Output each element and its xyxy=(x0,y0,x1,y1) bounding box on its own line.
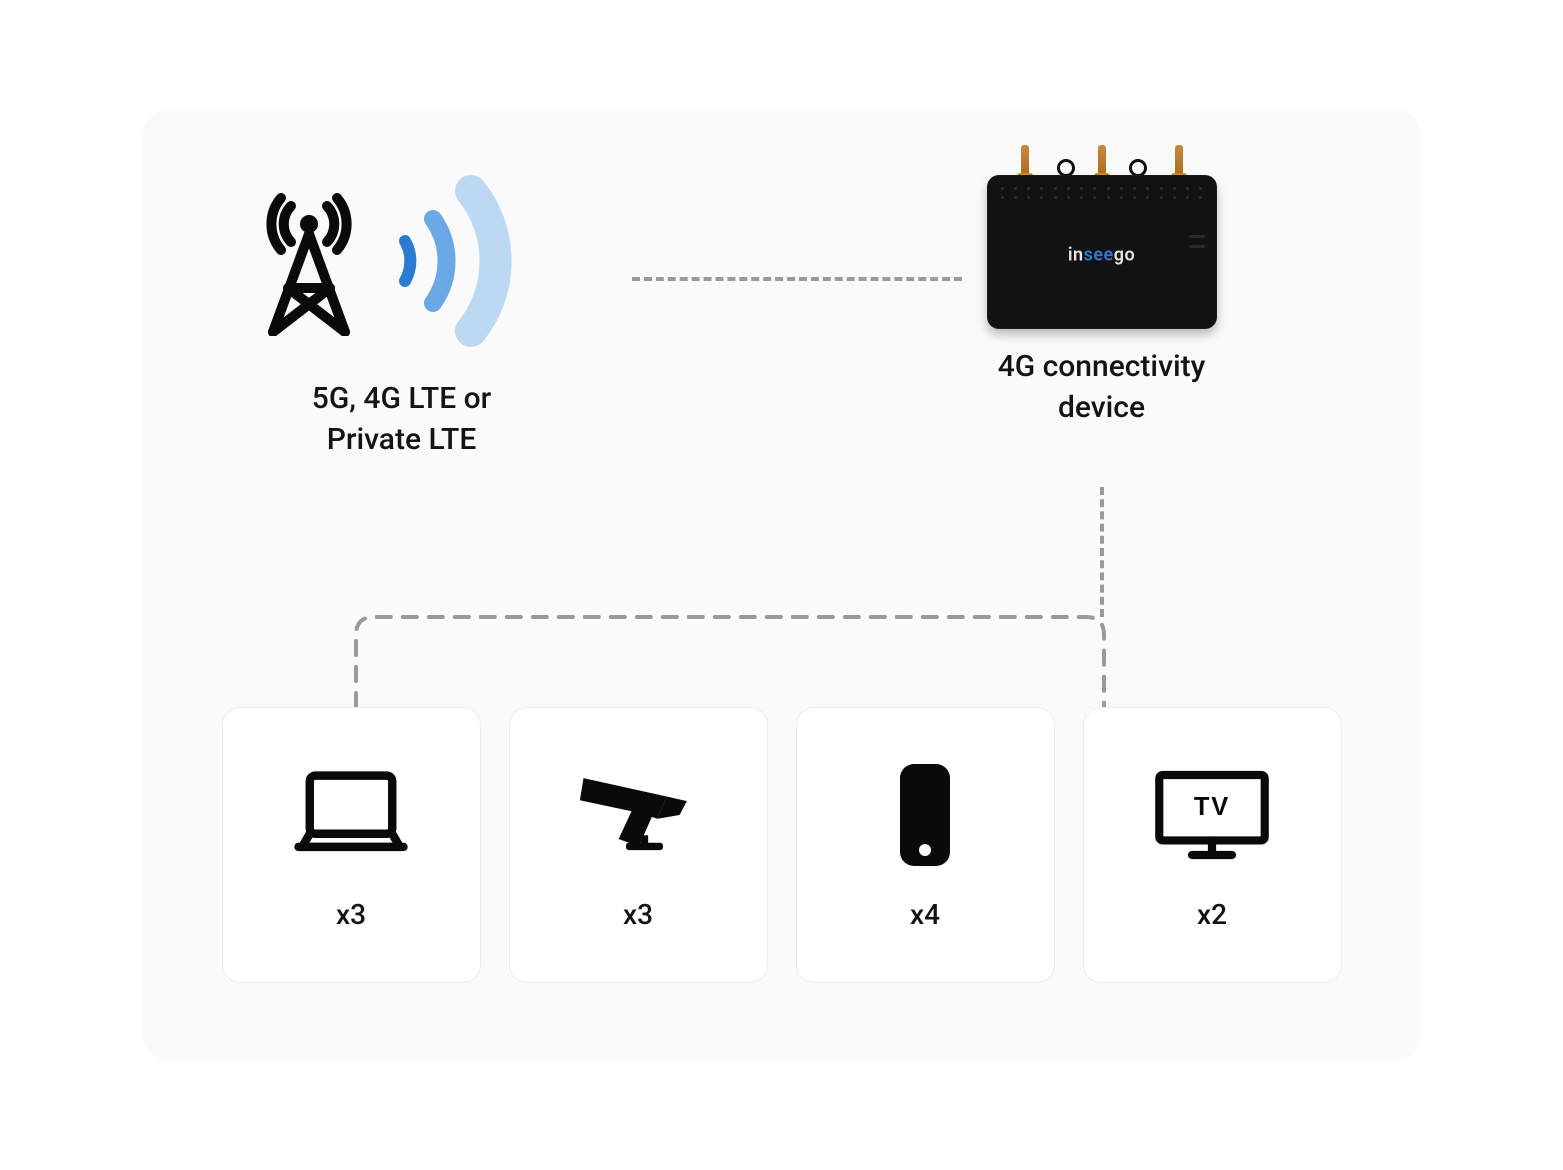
device-label-line2: device xyxy=(922,388,1282,429)
card-count: x4 xyxy=(910,898,940,931)
tv-text: TV xyxy=(1194,793,1230,821)
network-source-label: 5G, 4G LTE or Private LTE xyxy=(222,379,582,460)
card-phone: x4 xyxy=(796,707,1055,983)
cctv-camera-icon xyxy=(578,760,698,870)
card-cctv: x3 xyxy=(509,707,768,983)
connectivity-device-block: inseego 4G connectivity device xyxy=(922,145,1282,428)
network-label-line1: 5G, 4G LTE or xyxy=(222,379,582,420)
signal-waves-icon xyxy=(385,161,555,361)
antenna-icon xyxy=(1175,145,1183,179)
router-illustration: inseego xyxy=(987,145,1217,329)
dash-device-down xyxy=(1100,487,1104,617)
device-cards-row: x3 x3 xyxy=(222,707,1342,983)
device-label-line1: 4G connectivity xyxy=(922,347,1282,388)
antenna-icon xyxy=(1021,145,1029,179)
dash-bus xyxy=(338,599,1122,719)
device-label: 4G connectivity device xyxy=(922,347,1282,428)
tower-with-signal xyxy=(222,161,582,361)
card-laptop: x3 xyxy=(222,707,481,983)
diagram-canvas: 5G, 4G LTE or Private LTE inseego 4G con… xyxy=(142,109,1422,1061)
card-tv: TV x2 xyxy=(1083,707,1342,983)
card-count: x2 xyxy=(1197,898,1227,931)
network-source-block: 5G, 4G LTE or Private LTE xyxy=(222,161,582,460)
router-body: inseego xyxy=(987,175,1217,329)
router-vents xyxy=(1001,187,1203,199)
router-brand-label: inseego xyxy=(1068,245,1135,266)
network-label-line2: Private LTE xyxy=(222,420,582,461)
laptop-icon xyxy=(291,760,411,870)
smartphone-icon xyxy=(865,760,985,870)
cell-tower-icon xyxy=(249,186,369,336)
tv-icon: TV xyxy=(1152,760,1272,870)
antenna-icon xyxy=(1098,145,1106,179)
card-count: x3 xyxy=(623,898,653,931)
card-count: x3 xyxy=(336,898,366,931)
dash-tower-to-device xyxy=(632,277,962,281)
